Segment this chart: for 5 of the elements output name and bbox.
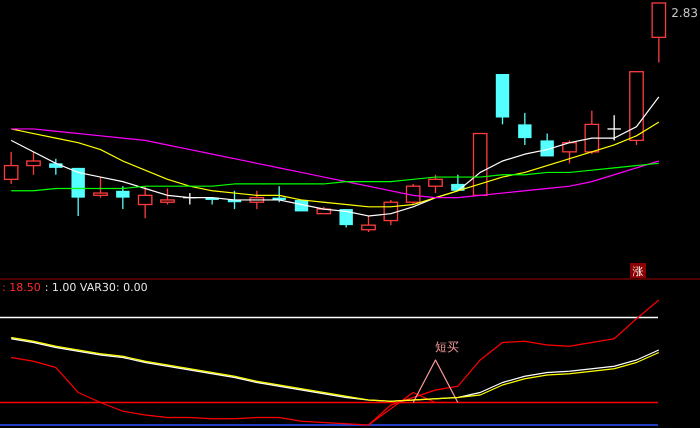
annotation: : 18.50 bbox=[2, 281, 41, 294]
annotation: : 1.00 VAR30: 0.00 bbox=[44, 281, 148, 294]
annotation: 短买 bbox=[435, 340, 459, 354]
annotation: 涨 bbox=[630, 263, 646, 278]
text: 2.83 bbox=[671, 6, 698, 20]
